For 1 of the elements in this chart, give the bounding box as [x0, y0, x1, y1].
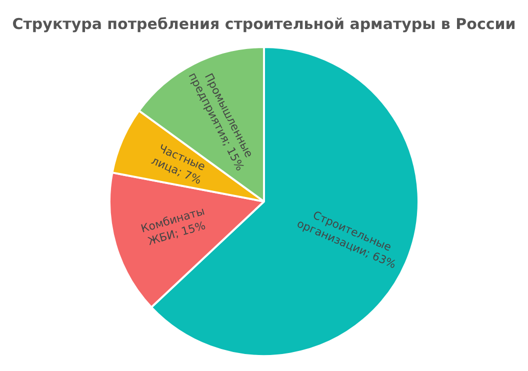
chart-title: Структура потребления строительной арматуры в России	[12, 14, 516, 33]
